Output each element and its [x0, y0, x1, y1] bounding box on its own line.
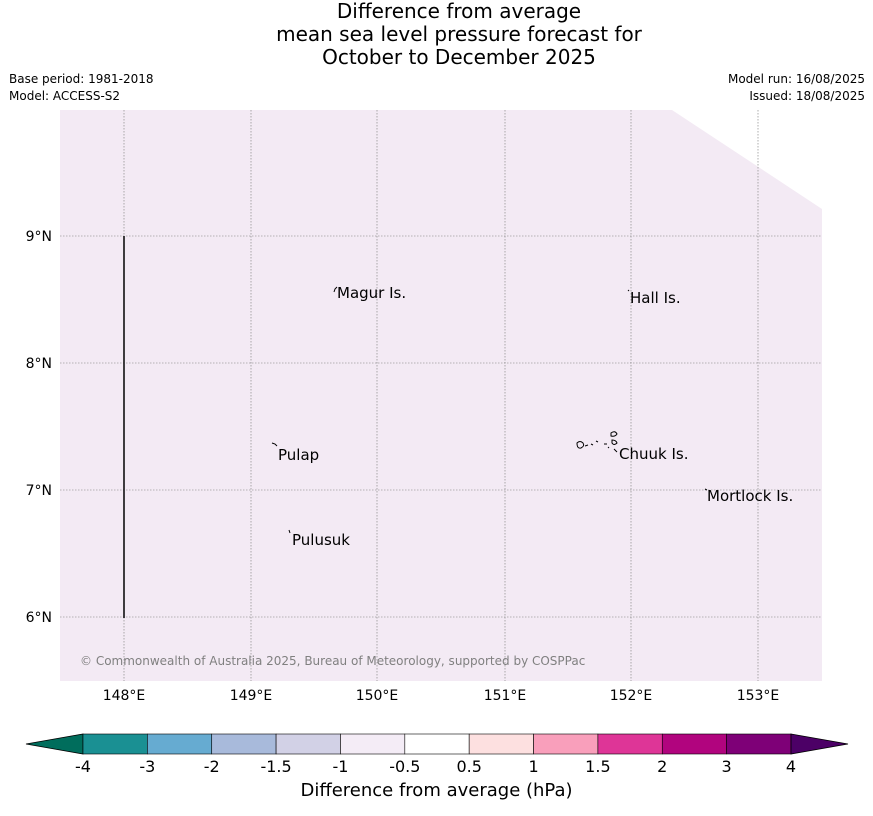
base-period: Base period: 1981-2018 — [9, 72, 154, 86]
lon-label-151e: 151°E — [484, 688, 527, 704]
issued-date: Issued: 18/08/2025 — [749, 89, 865, 103]
lat-label-7n: 7°N — [26, 483, 52, 499]
colorbar-tick-label: -0.5 — [389, 757, 420, 776]
colorbar-bin — [340, 733, 406, 755]
island-pulap — [271, 442, 278, 447]
colorbar-tick-label: 1.5 — [585, 757, 610, 776]
colorbar-bin — [661, 733, 727, 755]
colorbar: -4 -3 -2 -1.5 -1 -0.5 0.5 1 1.5 2 3 4 — [25, 733, 849, 776]
colorbar-tick-label: -3 — [139, 757, 155, 776]
island-mortlock — [704, 488, 708, 491]
colorbar-bins — [82, 733, 792, 755]
lon-label-153e: 153°E — [737, 688, 780, 704]
colorbar-bin — [597, 733, 663, 755]
colorbar-tick-label: -1 — [332, 757, 348, 776]
title-line-3: October to December 2025 — [322, 45, 596, 69]
title-line-1: Difference from average — [336, 0, 582, 23]
colorbar-tick-label: -4 — [75, 757, 91, 776]
colorbar-tick-label: 1 — [528, 757, 538, 776]
lon-labels: 148°E 149°E 150°E 151°E 152°E 153°E — [103, 688, 780, 704]
island-outlines — [271, 286, 708, 534]
colorbar-tick-label: 0.5 — [456, 757, 481, 776]
colorbar-bin — [82, 733, 148, 755]
meta-left: Base period: 1981-2018 Model: ACCESS-S2 — [9, 71, 154, 105]
colorbar-bin — [211, 733, 277, 755]
meta-right: Model run: 16/08/2025 Issued: 18/08/2025 — [728, 71, 865, 105]
map-domain-corner-mask — [672, 110, 822, 209]
lon-label-148e: 148°E — [103, 688, 146, 704]
island-magur — [333, 286, 338, 293]
chart-title: Difference from average mean sea level p… — [0, 0, 873, 69]
lat-label-6n: 6°N — [26, 610, 52, 626]
colorbar-bin — [726, 733, 792, 755]
colorbar-bin — [533, 733, 599, 755]
place-label-pulusuk: Pulusuk — [292, 531, 350, 549]
place-label-mortlock: Mortlock Is. — [707, 487, 793, 505]
colorbar-bin — [147, 733, 213, 755]
colorbar-tick-label: 2 — [657, 757, 667, 776]
colorbar-ticks: -4 -3 -2 -1.5 -1 -0.5 0.5 1 1.5 2 3 4 — [75, 757, 796, 776]
place-labels: Magur Is. Hall Is. Pulap Chuuk Is. Mortl… — [278, 284, 793, 549]
place-label-hall: Hall Is. — [630, 289, 681, 307]
copyright-text: © Commonwealth of Australia 2025, Bureau… — [80, 654, 585, 668]
place-label-chuuk: Chuuk Is. — [619, 445, 688, 463]
island-chuuk-group — [576, 431, 618, 453]
colorbar-bin — [404, 733, 470, 755]
title-line-2: mean sea level pressure forecast for — [276, 22, 642, 46]
colorbar-tick-label: -1.5 — [260, 757, 291, 776]
colorbar-tick-label: 4 — [786, 757, 796, 776]
map-panel — [60, 110, 822, 681]
colorbar-under-arrow — [25, 733, 84, 755]
colorbar-label: Difference from average (hPa) — [300, 780, 573, 801]
colorbar-tick-label: -2 — [204, 757, 220, 776]
lon-label-149e: 149°E — [230, 688, 273, 704]
colorbar-bin — [275, 733, 341, 755]
colorbar-tick-label: 3 — [722, 757, 732, 776]
lat-label-9n: 9°N — [26, 229, 52, 245]
island-pulusuk — [288, 529, 291, 534]
lon-label-152e: 152°E — [610, 688, 653, 704]
lat-label-8n: 8°N — [26, 356, 52, 372]
model-name: Model: ACCESS-S2 — [9, 89, 121, 103]
island-hall — [627, 289, 630, 292]
place-label-magur: Magur Is. — [337, 284, 406, 302]
colorbar-bin — [468, 733, 534, 755]
colorbar-over-arrow — [790, 733, 849, 755]
place-label-pulap: Pulap — [278, 446, 319, 464]
lat-labels: 9°N 8°N 7°N 6°N — [26, 229, 52, 626]
model-run: Model run: 16/08/2025 — [727, 72, 865, 86]
lon-label-150e: 150°E — [356, 688, 399, 704]
